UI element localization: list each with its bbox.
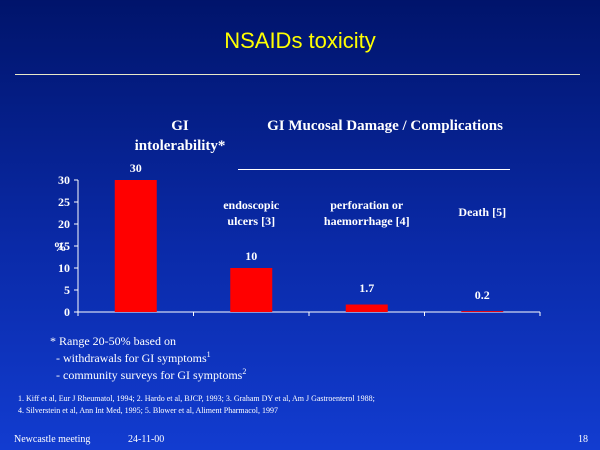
bar [114, 180, 157, 312]
y-tick-label: 5 [64, 283, 70, 297]
y-axis-label: % [54, 239, 67, 254]
footer-meeting: Newcastle meeting [14, 434, 91, 445]
chart-labels: 30 10 1.7 0.2 endoscopic ulcers [3] perforatio… [130, 161, 506, 302]
references: 1. Kiff et al, Eur J Rheumatol, 1994; 2.… [18, 393, 375, 417]
data-label: 30 [130, 161, 142, 175]
y-tick-label: 30 [58, 173, 70, 187]
header-mucosal-damage: GI Mucosal Damage / Complications [267, 118, 503, 134]
data-label: 10 [245, 249, 257, 263]
bar [230, 268, 273, 312]
footnote-line-2-sup: 1 [206, 350, 211, 359]
bar [345, 304, 388, 312]
slide-title: NSAIDs toxicity [224, 28, 376, 53]
category-annotation: haemorrhage [4] [324, 214, 410, 228]
footnote-line-1: * Range 20-50% based on [50, 334, 176, 348]
y-tick-label: 20 [58, 217, 70, 231]
footnote-line-2: - withdrawals for GI symptoms1 [50, 348, 246, 365]
y-tick-label: 0 [64, 305, 70, 319]
y-tick-label: 15 [58, 239, 70, 253]
references-line-2: 4. Silverstein et al, Ann Int Med, 1995;… [18, 406, 278, 415]
y-tick-label: 10 [58, 261, 70, 275]
category-annotation: ulcers [3] [227, 214, 275, 228]
header-underline [238, 169, 510, 170]
data-label: 0.2 [475, 288, 490, 302]
footnote-line-3-sup: 2 [242, 367, 247, 376]
references-line-1: 1. Kiff et al, Eur J Rheumatol, 1994; 2.… [18, 394, 375, 403]
intolerability-footnote: * Range 20-50% based on - withdrawals fo… [50, 334, 246, 382]
data-label: 1.7 [359, 281, 374, 295]
y-tick-label: 25 [58, 195, 70, 209]
bar [461, 311, 504, 312]
category-annotation: perforation or [330, 198, 404, 212]
category-annotation: endoscopic [223, 198, 280, 212]
footnote-line-3-text: - community surveys for GI symptoms [56, 368, 243, 382]
header-gi-intolerability: GI intolerability* [120, 116, 240, 156]
footnote-line-2-text: - withdrawals for GI symptoms [56, 351, 207, 365]
title-divider [15, 74, 580, 75]
category-annotation: Death [5] [458, 205, 506, 219]
chart-bars [114, 180, 504, 312]
page-number: 18 [578, 434, 588, 445]
header-left-line1: GI [171, 118, 189, 134]
header-left-line2: intolerability* [134, 138, 226, 154]
footer-date: 24-11-00 [128, 434, 165, 445]
footnote-line-3: - community surveys for GI symptoms2 [50, 365, 246, 382]
